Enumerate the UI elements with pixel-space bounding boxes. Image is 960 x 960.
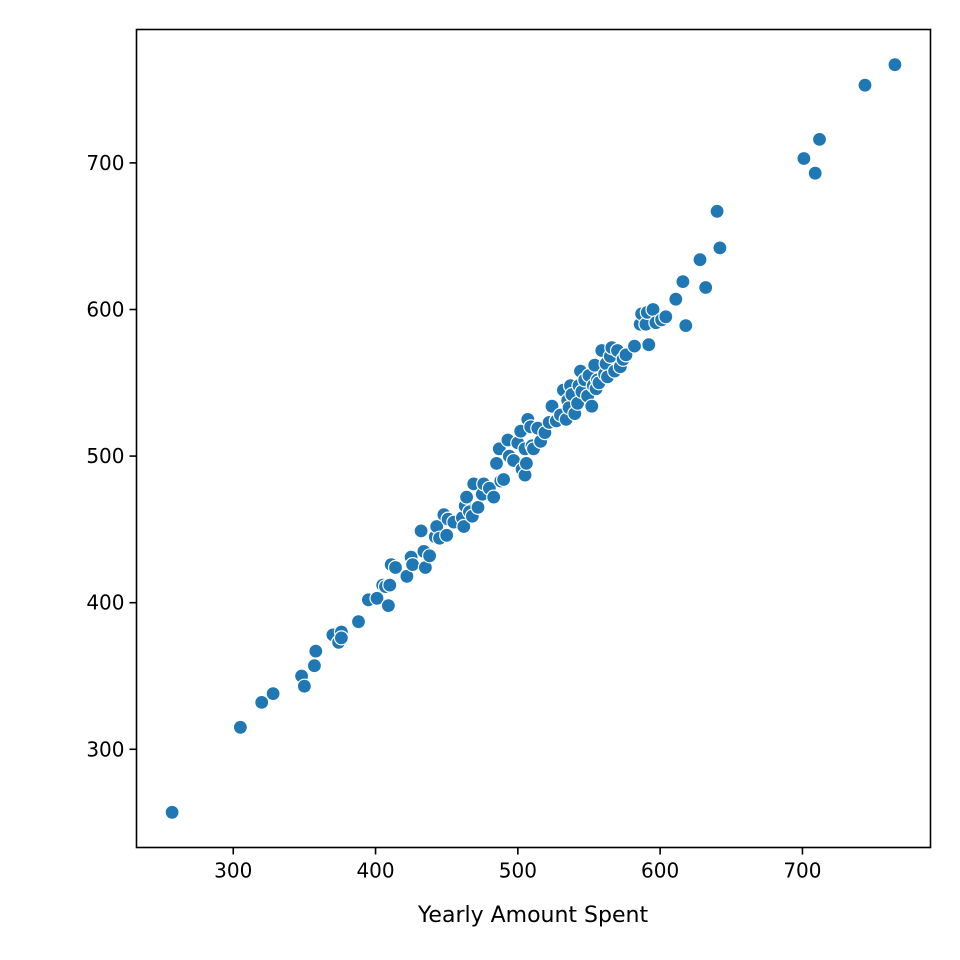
- y-tick-label: 300: [86, 737, 124, 761]
- data-point: [333, 630, 349, 646]
- data-point: [668, 291, 684, 307]
- data-point: [678, 318, 694, 334]
- y-tick-label: 500: [86, 444, 124, 468]
- x-tick-label: 500: [499, 859, 537, 883]
- data-point: [692, 252, 708, 268]
- data-point: [382, 577, 398, 593]
- data-point: [641, 337, 657, 353]
- data-point: [626, 338, 643, 354]
- y-tick-label: 700: [86, 151, 124, 175]
- data-point: [709, 203, 725, 219]
- y-axis-ticks: 300 400 500 600 700: [86, 151, 137, 761]
- data-point: [658, 309, 674, 325]
- data-point: [413, 523, 429, 539]
- data-point: [456, 518, 472, 535]
- data-point: [488, 455, 505, 471]
- y-tick-label: 400: [86, 591, 124, 615]
- data-point: [422, 548, 438, 564]
- x-tick-label: 300: [214, 859, 252, 883]
- data-point: [164, 804, 180, 820]
- data-point: [350, 614, 367, 630]
- data-point: [296, 678, 312, 694]
- x-axis-ticks: 300 400 500 600 700: [214, 847, 822, 883]
- data-point: [254, 694, 270, 711]
- data-point: [439, 527, 455, 543]
- data-point: [887, 57, 903, 73]
- data-point: [496, 471, 512, 488]
- plot-frame: [135, 28, 932, 849]
- data-point: [308, 643, 324, 659]
- data-point: [232, 719, 248, 735]
- data-point: [811, 131, 828, 147]
- x-tick-label: 400: [356, 859, 394, 883]
- data-point: [369, 590, 385, 606]
- data-point: [265, 685, 281, 702]
- data-point: [405, 556, 421, 573]
- data-point: [380, 597, 396, 614]
- x-tick-label: 700: [783, 859, 821, 883]
- data-point: [698, 279, 714, 296]
- data-point: [387, 559, 404, 576]
- data-point: [807, 165, 823, 181]
- data-point: [796, 150, 812, 167]
- data-point: [486, 489, 502, 505]
- data-point: [584, 398, 600, 414]
- x-tick-label: 600: [641, 859, 679, 883]
- data-point: [712, 240, 728, 256]
- data-point: [675, 274, 691, 290]
- x-axis-label: Yearly Amount Spent: [417, 903, 649, 928]
- data-points: [164, 57, 903, 820]
- data-point: [306, 658, 322, 674]
- data-point: [857, 77, 873, 93]
- data-point: [459, 489, 475, 505]
- y-tick-label: 600: [86, 297, 124, 321]
- data-point: [518, 455, 535, 471]
- data-point: [470, 499, 486, 515]
